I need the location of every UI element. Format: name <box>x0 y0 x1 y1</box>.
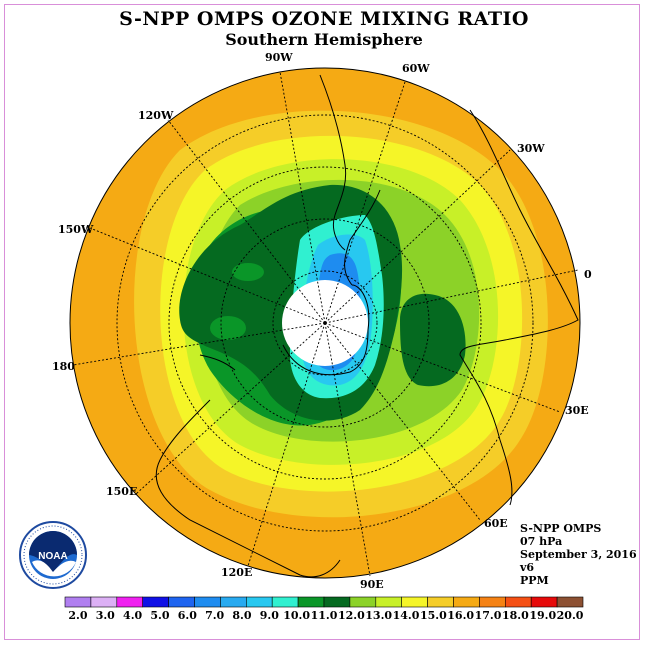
colorbar-swatch <box>64 596 92 608</box>
colorbar-tick-label: 9.0 <box>260 609 279 622</box>
green-spot-southwest <box>210 316 246 340</box>
australia-coast <box>155 399 341 578</box>
colorbar: 2.0 3.0 4.0 5.0 6.0 7.0 8.0 9.0 10.0 11.0 12.0 13.0… <box>64 596 584 622</box>
page-title: S-NPP OMPS OZONE MIXING RATIO <box>119 8 529 30</box>
africa-coast <box>459 109 579 506</box>
colorbar-tick-label: 2.0 <box>68 609 87 622</box>
lon-label-0: 0 <box>584 268 592 281</box>
colorbar-tick-label: 15.0 <box>420 609 447 622</box>
colorbar-swatch <box>142 596 169 608</box>
colorbar-tick-label: 13.0 <box>365 609 392 622</box>
colorbar-tick-label: 11.0 <box>311 609 338 622</box>
colorbar-swatch <box>504 596 532 608</box>
info-version: v6 <box>520 561 535 574</box>
colorbar-tick-label: 16.0 <box>447 609 474 622</box>
latitude-circle-3 <box>168 166 482 480</box>
metadata-panel: S-NPP OMPS 07 hPa September 3, 2016 v6 P… <box>520 522 637 587</box>
lon-label-150w: 150W <box>58 223 94 236</box>
colorbar-swatch <box>297 596 325 608</box>
colorbar-swatch <box>453 596 480 608</box>
south-america-coast <box>319 74 347 251</box>
lon-label-60w: 60W <box>402 62 430 75</box>
colorbar-swatch <box>246 596 273 608</box>
east-dark-green-patch <box>400 293 466 387</box>
lon-label-120w: 120W <box>138 109 174 122</box>
info-level: 07 hPa <box>520 535 563 548</box>
lon-label-180: 180 <box>52 360 75 373</box>
colorbar-tick-label: 6.0 <box>178 609 197 622</box>
colorbar-tick-label: 18.0 <box>502 609 529 622</box>
colorbar-swatch <box>116 596 144 608</box>
meridian-150e <box>135 322 326 495</box>
colorbar-tick-label: 4.0 <box>123 609 142 622</box>
colorbar-swatch <box>220 596 247 608</box>
colorbar-tick-label: 12.0 <box>338 609 365 622</box>
lon-label-30e: 30E <box>565 404 589 417</box>
colorbar-swatch <box>349 596 377 608</box>
info-instrument: S-NPP OMPS <box>520 522 602 535</box>
new-zealand-coast <box>199 354 236 371</box>
info-date: September 3, 2016 <box>520 548 637 561</box>
coastlines <box>155 74 579 578</box>
latitude-circle-2 <box>220 218 430 428</box>
colorbar-swatch <box>271 596 299 608</box>
lon-label-120e: 120E <box>221 566 252 579</box>
map-outline <box>69 67 581 579</box>
colorbar-swatch <box>427 596 454 608</box>
graticule <box>72 71 579 577</box>
lon-label-30w: 30W <box>517 142 545 155</box>
latitude-circle-4 <box>116 114 534 532</box>
page-subtitle: Southern Hemisphere <box>225 30 423 49</box>
antarctica-coast <box>282 284 370 376</box>
latitude-circle-1 <box>272 270 378 376</box>
figure-border <box>4 4 640 640</box>
lon-label-90e: 90E <box>360 578 384 591</box>
colorbar-swatch <box>401 596 428 608</box>
colorbar-tick-label: 10.0 <box>283 609 310 622</box>
colorbar-tick-label: 5.0 <box>150 609 169 622</box>
meridian-0 <box>324 269 579 324</box>
lon-label-90w: 90W <box>265 51 293 64</box>
colorbar-swatch <box>90 596 118 608</box>
colorbar-tick-label: 14.0 <box>393 609 420 622</box>
colorbar-tick-label: 3.0 <box>96 609 115 622</box>
meridian-90e <box>324 322 371 577</box>
colorbar-swatch <box>375 596 402 608</box>
green-spot-west <box>232 263 264 281</box>
colorbar-tick-label: 17.0 <box>475 609 502 622</box>
colorbar-swatch <box>323 596 351 608</box>
meridian-60e <box>324 322 481 521</box>
colorbar-swatch <box>479 596 506 608</box>
colorbar-swatch <box>194 596 221 608</box>
meridian-30e <box>324 322 561 413</box>
colorbar-swatch <box>556 596 584 608</box>
meridian-120w <box>167 119 326 324</box>
colorbar-tick-label: 7.0 <box>205 609 224 622</box>
south-pole-marker <box>323 321 327 325</box>
meridian-120e <box>247 322 326 567</box>
colorbar-tick-label: 8.0 <box>232 609 251 622</box>
meridian-180 <box>72 322 326 366</box>
antarctic-peninsula-coast <box>344 189 381 286</box>
colorbar-swatch <box>168 596 195 608</box>
colorbar-tick-label: 20.0 <box>557 609 584 622</box>
lon-label-60e: 60E <box>484 517 508 530</box>
logo-text: NOAA <box>38 551 67 562</box>
info-units: PPM <box>520 574 549 587</box>
lon-label-150e: 150E <box>106 485 137 498</box>
colorbar-swatch <box>530 596 558 608</box>
meridian-90w <box>279 71 326 324</box>
ozone-field <box>70 68 580 578</box>
colorbar-tick-label: 19.0 <box>529 609 556 622</box>
